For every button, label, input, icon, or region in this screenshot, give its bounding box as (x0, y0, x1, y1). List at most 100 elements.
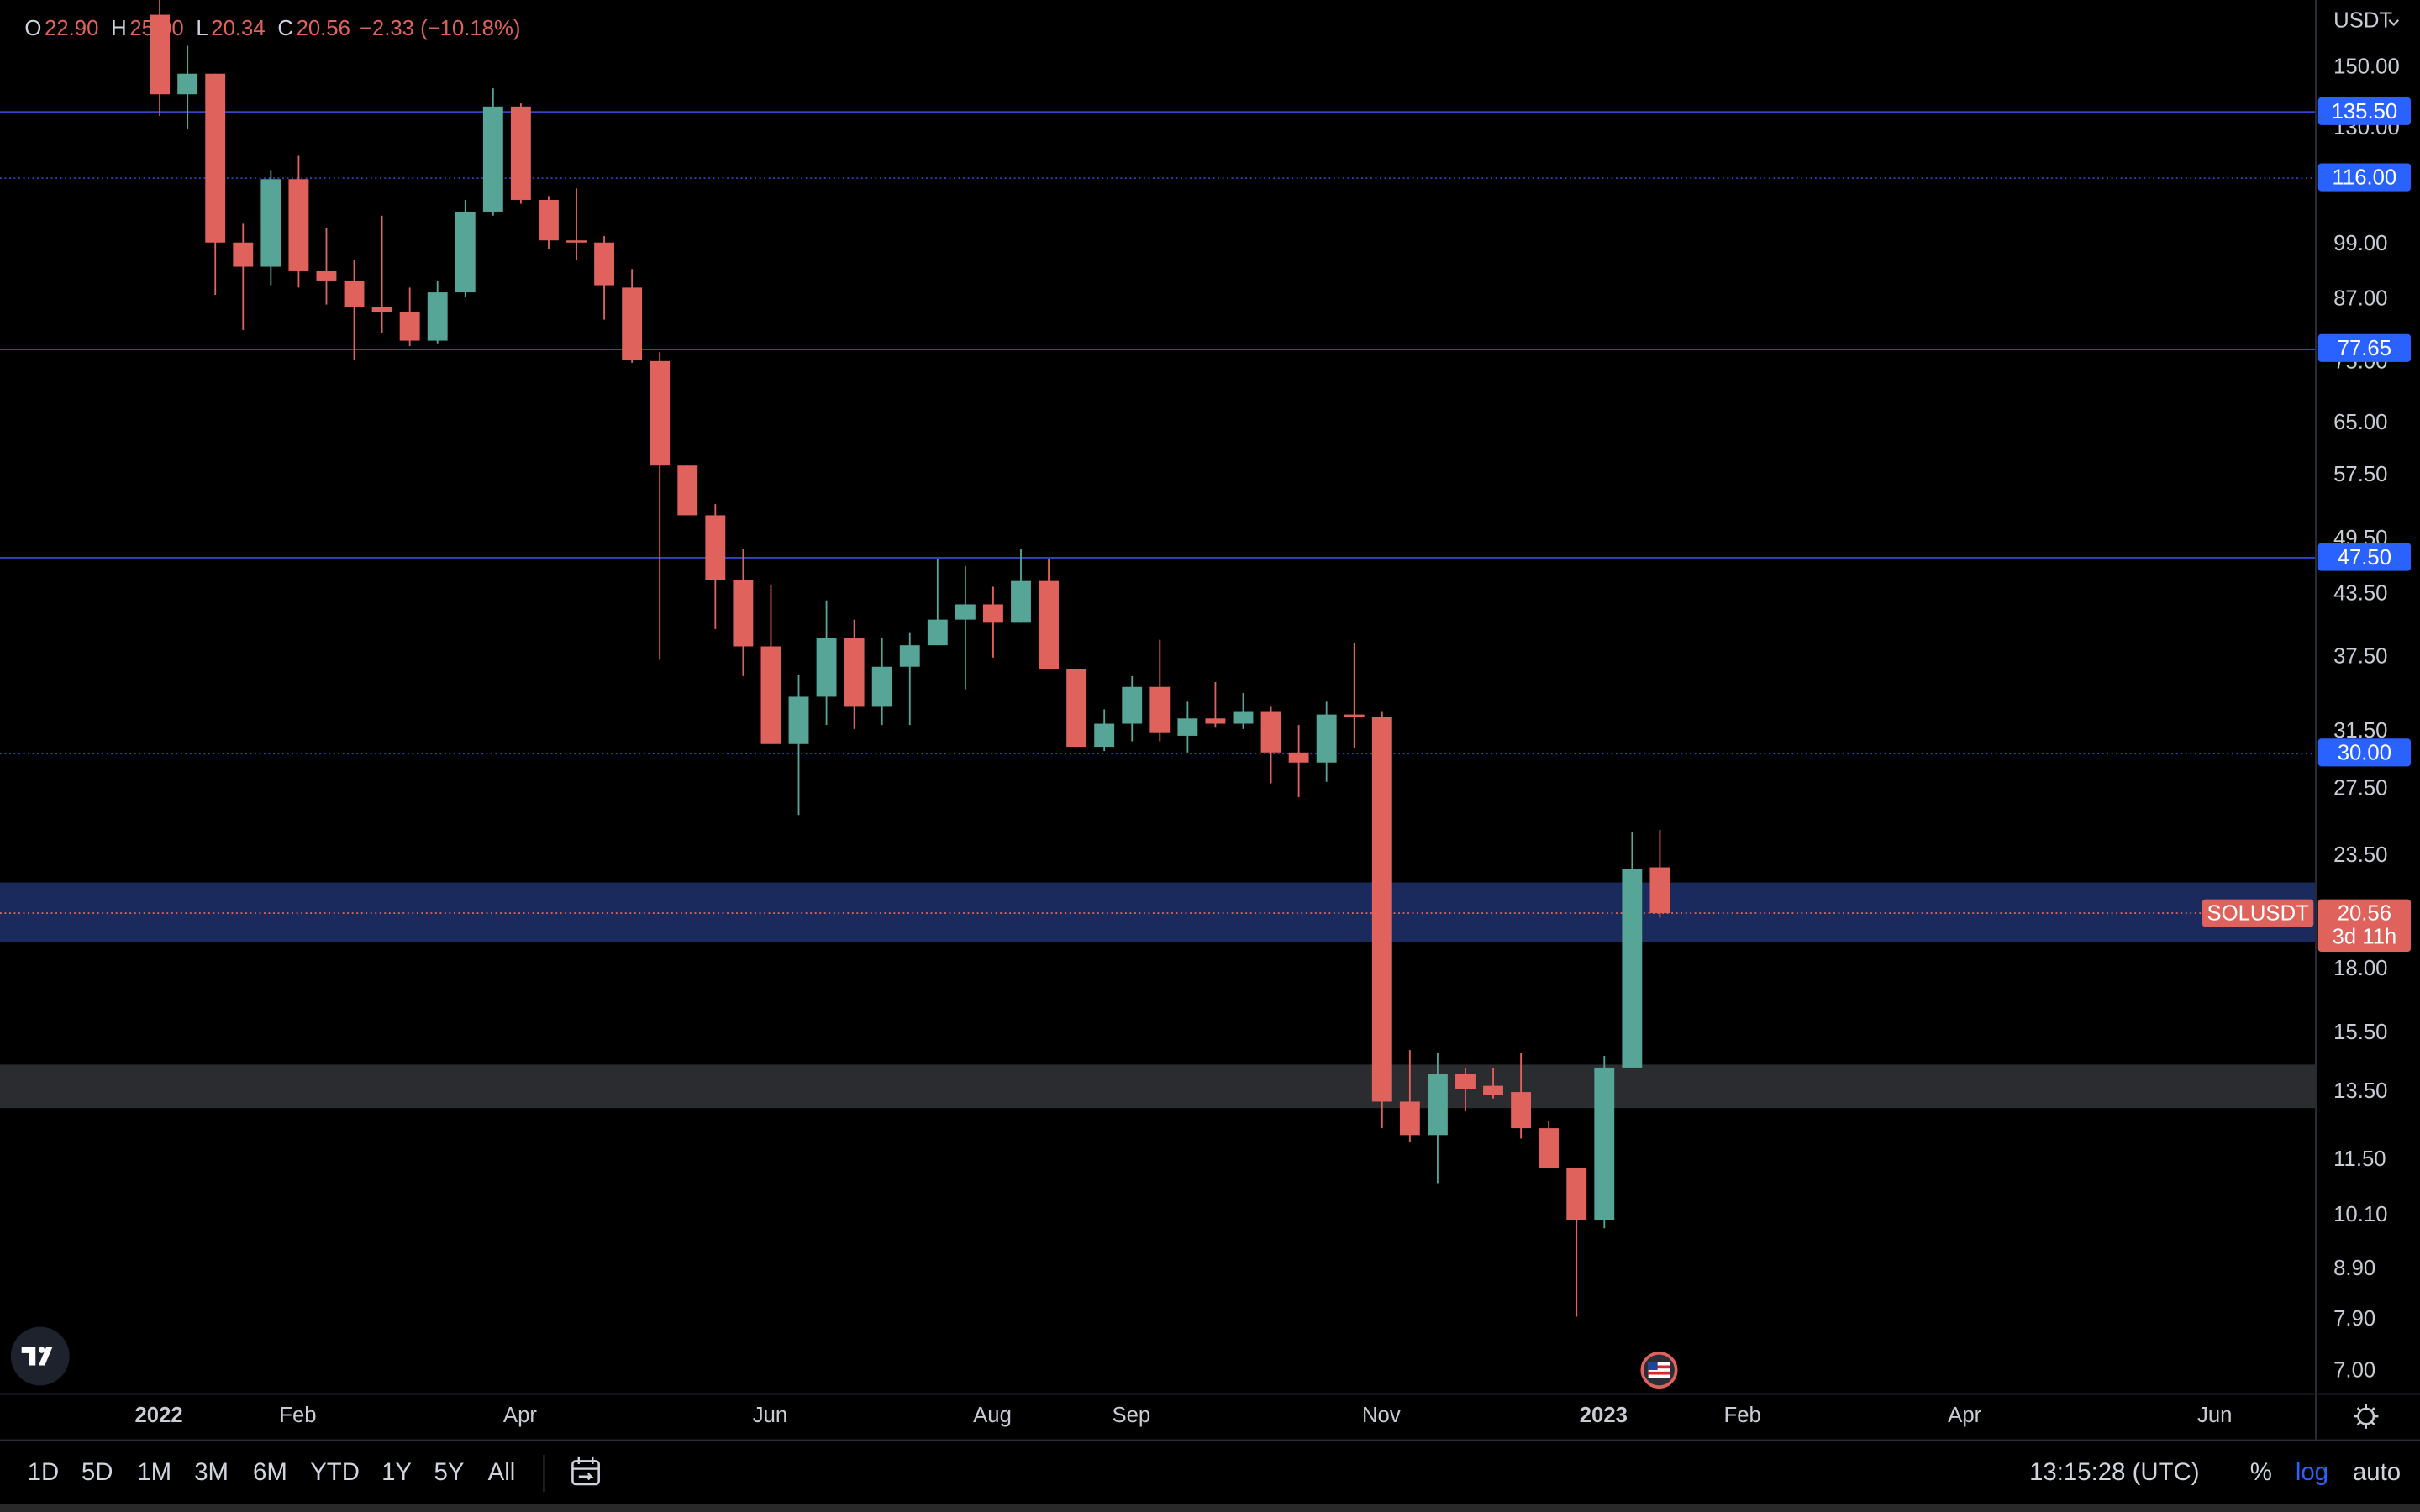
candle-body (1066, 669, 1087, 748)
currency-caret[interactable] (2388, 19, 2400, 26)
ohlc-value: 22.90 (45, 17, 98, 40)
y-tick-label: 27.50 (2333, 777, 2387, 801)
candle-body (871, 666, 892, 707)
candle-body (482, 106, 503, 212)
candle-body (1427, 1074, 1448, 1136)
x-tick-label: Jun (753, 1404, 787, 1427)
x-tick-label: Nov (1362, 1404, 1401, 1427)
candle-body (927, 619, 948, 646)
candle-body (371, 307, 392, 312)
auto-toggle[interactable]: auto (2353, 1458, 2401, 1486)
level-tag (2317, 97, 2411, 125)
log-toggle[interactable]: log (2296, 1458, 2328, 1486)
candle-body (316, 270, 337, 281)
y-tick-label: 43.50 (2333, 581, 2387, 605)
ohlc-change: −2.33 (−10.18%) (360, 17, 520, 40)
level-tag (2317, 163, 2411, 192)
candle-body (1260, 711, 1281, 753)
candle-body (150, 14, 171, 95)
clock: 13:15:28 (UTC) (2029, 1458, 2199, 1486)
range-button[interactable]: 3M (194, 1458, 229, 1486)
level-tag (2317, 333, 2411, 362)
level-tag (2317, 543, 2411, 571)
candle-body (1205, 718, 1226, 724)
x-tick-label: Apr (503, 1404, 537, 1427)
y-tick-label: 99.00 (2333, 232, 2387, 255)
y-tick-label: 65.00 (2333, 411, 2387, 434)
candle-body (566, 240, 587, 243)
candle-body (1039, 580, 1059, 669)
candle-body (1094, 723, 1115, 748)
toolbar: 13:15:28 (UTC) % log auto 1D 5D 1M 3M 6M YTD 1… (0, 1455, 2420, 1512)
candle-body (955, 604, 976, 620)
event-flag[interactable] (1640, 1351, 1678, 1389)
candle-body (1594, 1067, 1615, 1221)
candle-body (205, 73, 226, 243)
candle-body (733, 580, 754, 647)
candle-body (344, 280, 365, 307)
candle-body (1150, 686, 1171, 733)
time-axis: 2022 Feb Apr Jun Aug Sep Nov 2023 Feb Apr Jun (135, 1404, 2233, 1427)
candle-body (539, 199, 559, 241)
logo[interactable] (10, 1326, 70, 1386)
y-tick-label: 57.50 (2333, 463, 2387, 486)
symbol-tag-label: SOLUSDT (2207, 902, 2309, 926)
candle-body (233, 242, 254, 267)
zone (0, 1064, 2316, 1109)
range-button[interactable]: 5Y (434, 1458, 465, 1486)
ohlc-key: C (277, 17, 293, 40)
settings-icon[interactable] (2354, 1404, 2379, 1429)
candle-body (1288, 752, 1309, 763)
range-button[interactable]: 1D (28, 1458, 60, 1486)
candle-body (1399, 1101, 1420, 1136)
candle-body (1649, 867, 1670, 914)
candle-body (983, 604, 1003, 623)
range-button[interactable]: 1Y (381, 1458, 412, 1486)
candle-body (1371, 717, 1392, 1102)
level-tag (2317, 738, 2411, 767)
range-button[interactable]: 5D (82, 1458, 113, 1486)
plot-area (0, 0, 2316, 1317)
level-tag-label: 47.50 (2338, 546, 2391, 570)
ohlc-key: O (24, 17, 41, 40)
date-range-icon[interactable] (571, 1456, 600, 1486)
candle-body (1316, 714, 1337, 763)
y-tick-label: 7.90 (2333, 1307, 2375, 1331)
currency-label[interactable]: USDT (2333, 9, 2392, 33)
candle-body (260, 179, 281, 267)
x-tick-label: Apr (1948, 1404, 1981, 1427)
candle-body (1539, 1128, 1560, 1168)
candle-body (760, 646, 781, 744)
ohlc-value: 20.56 (297, 17, 350, 40)
level-tag-label: 135.50 (2332, 100, 2398, 123)
candle-body (899, 645, 920, 667)
candle-body (288, 179, 309, 271)
percent-toggle[interactable]: % (2250, 1458, 2272, 1486)
y-tick-label: 10.10 (2333, 1203, 2387, 1226)
level-tag-label: 77.65 (2338, 337, 2391, 360)
candle-body (677, 465, 698, 516)
range-button[interactable]: 6M (253, 1458, 287, 1486)
y-tick-label: 18.00 (2333, 957, 2387, 980)
candle-body (427, 292, 448, 341)
candle-body (650, 360, 671, 466)
candle-body (844, 638, 865, 707)
price-axis: 150.00130.0099.0087.0075.0065.0057.5049.… (2333, 55, 2400, 1383)
range-button[interactable]: 1M (137, 1458, 171, 1486)
range-button[interactable]: All (488, 1458, 516, 1486)
x-tick-label: Feb (279, 1404, 316, 1427)
y-tick-label: 150.00 (2333, 55, 2400, 79)
x-tick-label: Feb (1724, 1404, 1761, 1427)
x-tick-label: Sep (1112, 1404, 1150, 1427)
range-button[interactable]: YTD (310, 1458, 360, 1486)
candle-body (1455, 1074, 1476, 1089)
candle-body (705, 515, 726, 580)
level-tag-label: 116.00 (2333, 166, 2397, 190)
candle-body (1344, 714, 1365, 717)
candle-body (1011, 580, 1031, 623)
candle-body (1483, 1085, 1503, 1095)
level-tag-label: 30.00 (2338, 741, 2391, 764)
